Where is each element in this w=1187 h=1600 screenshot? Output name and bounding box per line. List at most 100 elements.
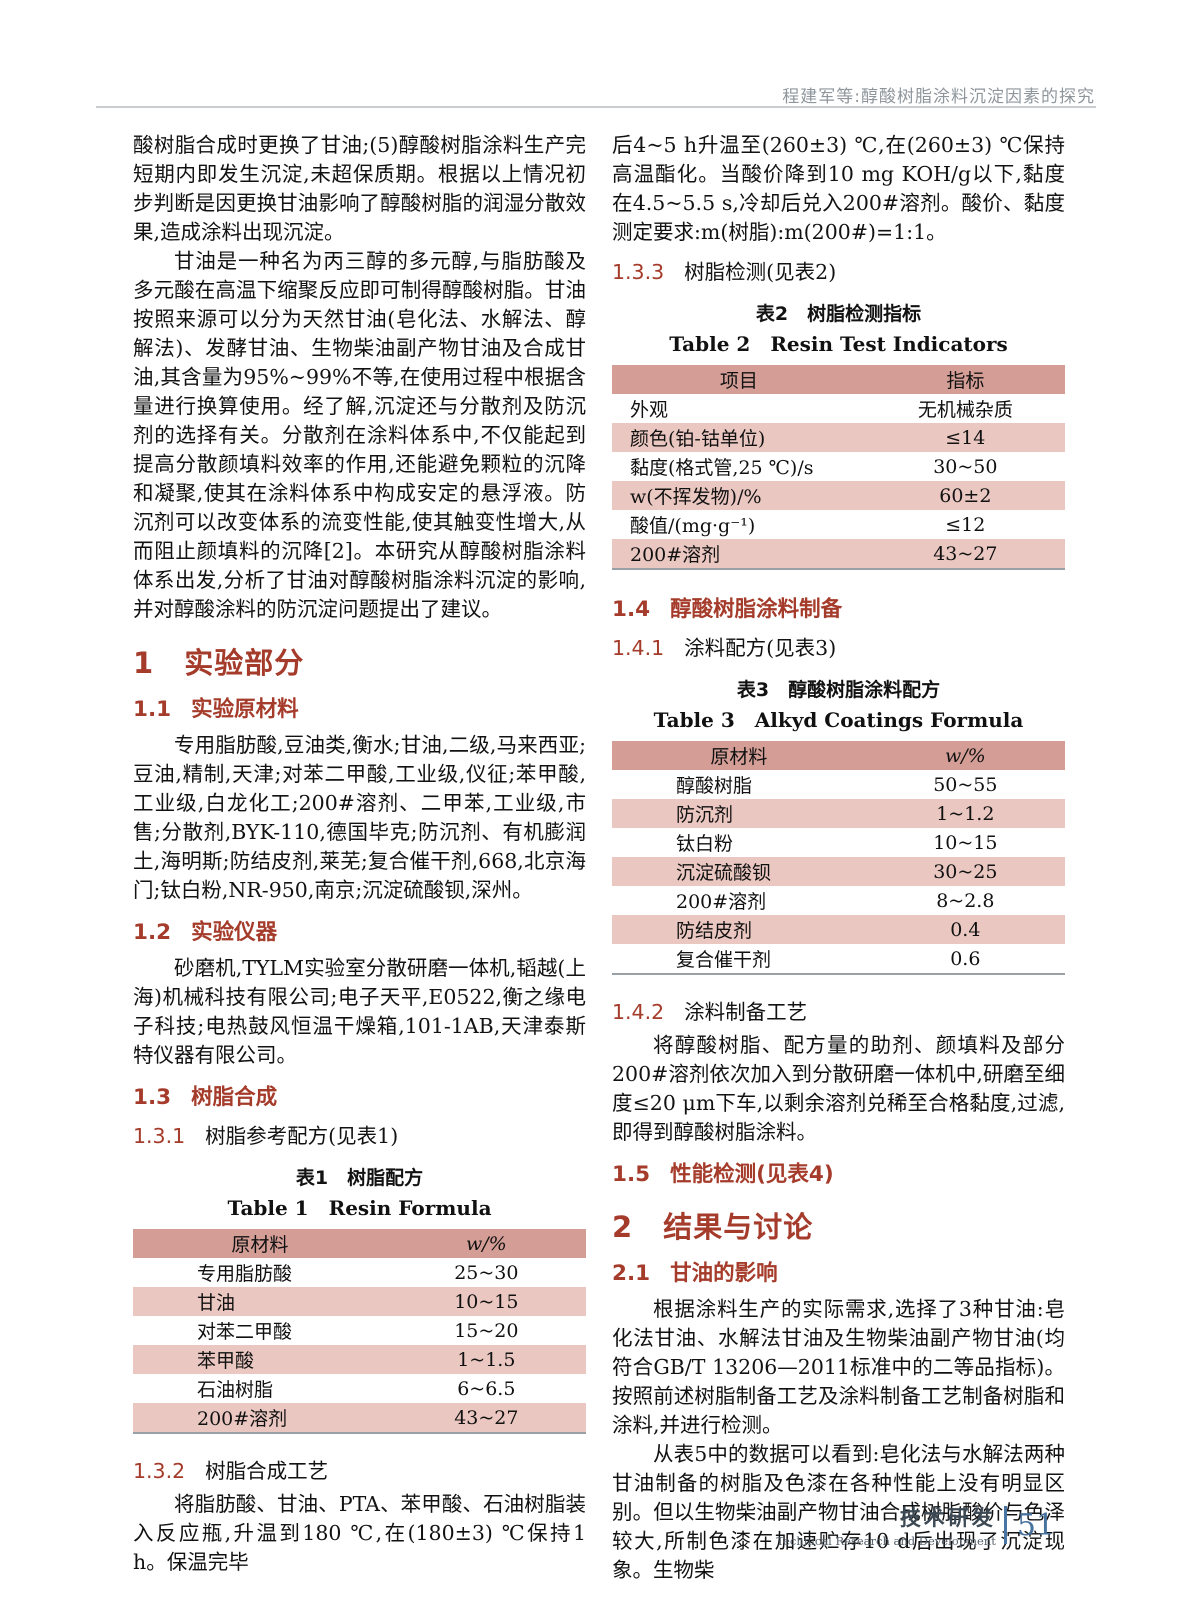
table-row: 专用脂肪酸 25~30 <box>133 1258 586 1287</box>
section-number: 1.3.2 <box>133 1459 186 1483</box>
table-cell: 8~2.8 <box>936 889 995 912</box>
footer-section-en: Technical Research and Development <box>776 1534 996 1548</box>
table-row: 对苯二甲酸 15~20 <box>133 1316 586 1345</box>
section-heading-1: 1 实验部分 <box>133 640 586 682</box>
table-row: 防结皮剂 0.4 <box>612 915 1065 944</box>
table-cell: 醇酸树脂 <box>676 775 753 797</box>
table2-caption-zh: 表2 树脂检测指标 <box>755 303 922 325</box>
section-number: 1 <box>133 646 155 680</box>
section-number: 1.5 <box>612 1162 651 1187</box>
table-header-cell: w/% <box>944 744 986 767</box>
section-number: 1.4.1 <box>612 636 665 660</box>
subsection-heading-1-2: 1.2 实验仪器 <box>133 915 586 946</box>
table-row: 石油树脂 6~6.5 <box>133 1374 586 1403</box>
table-cell: 防沉剂 <box>676 804 734 826</box>
right-column: 后4~5 h升温至(260±3) ℃,在(260±3) ℃保持高温酯化。当酸价降… <box>612 131 1065 1585</box>
paragraph: 根据涂料生产的实际需求,选择了3种甘油:皂化法甘油、水解法甘油及生物柴油副产物甘… <box>612 1297 1065 1437</box>
table3: 原材料 w/% 醇酸树脂 50~55 防沉剂 1~1.2 钛白粉 10~15 沉… <box>612 741 1065 975</box>
subsection-heading-1-1: 1.1 实验原材料 <box>133 692 586 723</box>
table-cell: 200#溶剂 <box>197 1408 288 1430</box>
table-cell: 石油树脂 <box>197 1379 274 1401</box>
table-cell: 200#溶剂 <box>630 544 721 566</box>
paragraph: 砂磨机,TYLM实验室分散研磨一体机,韬越(上海)机械科技有限公司;电子天平,E… <box>133 956 586 1067</box>
table-cell: 6~6.5 <box>457 1377 516 1400</box>
table-row: 醇酸树脂 50~55 <box>612 770 1065 799</box>
table-cell: 苯甲酸 <box>197 1350 255 1372</box>
section-number: 1.2 <box>133 920 172 945</box>
table-cell: 防结皮剂 <box>676 920 753 942</box>
table-row: 苯甲酸 1~1.5 <box>133 1345 586 1374</box>
table-cell: 甘油 <box>197 1292 236 1314</box>
section-title: 实验部分 <box>184 646 305 680</box>
section-title: 甘油的影响 <box>670 1261 778 1286</box>
running-head: 程建军等:醇酸树脂涂料沉淀因素的探究 <box>782 87 1095 107</box>
table1: 原材料 w/% 专用脂肪酸 25~30 甘油 10~15 对苯二甲酸 15~20… <box>133 1229 586 1434</box>
table-header-cell: 原材料 <box>710 746 768 768</box>
table-cell: 10~15 <box>933 831 998 854</box>
section-title: 实验原材料 <box>191 697 299 722</box>
page-footer: 技术研发 Technical Research and Development … <box>776 1502 1055 1548</box>
section-number: 1.1 <box>133 697 172 722</box>
table-header-cell: 原材料 <box>231 1234 289 1256</box>
footer-section-labels: 技术研发 Technical Research and Development <box>776 1502 995 1548</box>
section-title: 树脂参考配方(见表1) <box>205 1124 399 1148</box>
table-cell: ≤12 <box>945 513 986 536</box>
table-cell: 专用脂肪酸 <box>197 1263 293 1285</box>
paragraph: 后4~5 h升温至(260±3) ℃,在(260±3) ℃保持高温酯化。当酸价降… <box>612 133 1065 244</box>
section-number: 1.4.2 <box>612 1000 665 1024</box>
table-cell: 颜色(铂-钴单位) <box>630 428 766 450</box>
section-title: 性能检测(见表4) <box>670 1162 834 1187</box>
section-number: 1.3.1 <box>133 1124 186 1148</box>
section-title: 树脂合成工艺 <box>205 1459 329 1483</box>
footer-section-zh: 技术研发 <box>899 1506 996 1530</box>
section-title: 树脂合成 <box>191 1085 278 1110</box>
table-cell: 25~30 <box>454 1261 519 1284</box>
table-cell: ≤14 <box>945 426 986 449</box>
section-number: 1.3.3 <box>612 260 665 284</box>
subsection-heading-1-3-3: 1.3.3 树脂检测(见表2) <box>612 255 1065 285</box>
table1-caption-zh: 表1 树脂配方 <box>295 1167 424 1189</box>
table-row: 防沉剂 1~1.2 <box>612 799 1065 828</box>
table-cell: 1~1.5 <box>457 1348 516 1371</box>
table-row: 外观 无机械杂质 <box>612 394 1065 423</box>
table-cell: 黏度(格式管,25 ℃)/s <box>630 457 814 479</box>
table-cell: 1~1.2 <box>936 802 995 825</box>
table-cell: 外观 <box>630 399 669 421</box>
table3-caption-zh: 表3 醇酸树脂涂料配方 <box>736 679 941 701</box>
section-title: 涂料配方(见表3) <box>684 636 837 660</box>
table-header-row: 原材料 w/% <box>133 1229 586 1258</box>
table-header-cell: 项目 <box>719 370 758 392</box>
table-cell: 200#溶剂 <box>676 891 767 913</box>
table2-caption-en: Table 2 Resin Test Indicators <box>669 332 1008 356</box>
subsection-heading-1-3: 1.3 树脂合成 <box>133 1080 586 1111</box>
table-header-cell: 指标 <box>946 370 985 392</box>
section-title: 醇酸树脂涂料制备 <box>670 597 843 622</box>
table-row: 酸值/(mg·g⁻¹) ≤12 <box>612 510 1065 539</box>
table-cell: 0.6 <box>950 947 981 970</box>
subsection-heading-1-5: 1.5 性能检测(见表4) <box>612 1157 1065 1188</box>
section-number: 1.4 <box>612 597 651 622</box>
header-rule <box>96 106 1096 108</box>
paragraph: 将脂肪酸、甘油、PTA、苯甲酸、石油树脂装入反应瓶,升温到180 ℃,在(180… <box>133 1492 586 1574</box>
section-title: 树脂检测(见表2) <box>684 260 837 284</box>
table-row: 200#溶剂 43~27 <box>612 539 1065 568</box>
table-cell: 43~27 <box>454 1406 519 1429</box>
paragraph: 专用脂肪酸,豆油类,衡水;甘油,二级,马来西亚;豆油,精制,天津;对苯二甲酸,工… <box>133 733 586 902</box>
section-number: 1.3 <box>133 1085 172 1110</box>
section-title: 实验仪器 <box>191 920 278 945</box>
table1-caption-en: Table 1 Resin Formula <box>227 1196 492 1220</box>
table-cell: 无机械杂质 <box>917 399 1013 421</box>
subsection-heading-1-4-2: 1.4.2 涂料制备工艺 <box>612 995 1065 1025</box>
table-row: 200#溶剂 8~2.8 <box>612 886 1065 915</box>
table-cell: 酸值/(mg·g⁻¹) <box>630 515 756 537</box>
paragraph: 将醇酸树脂、配方量的助剂、颜填料及部分200#溶剂依次加入到分散研磨一体机中,研… <box>612 1033 1065 1144</box>
table-cell: 0.4 <box>950 918 981 941</box>
subsection-heading-1-4: 1.4 醇酸树脂涂料制备 <box>612 592 1065 623</box>
subsection-heading-2-1: 2.1 甘油的影响 <box>612 1256 1065 1287</box>
paragraph: 从表5中的数据可以看到:皂化法与水解法两种甘油制备的树脂及色漆在各种性能上没有明… <box>612 1442 1065 1582</box>
table-row: 复合催干剂 0.6 <box>612 944 1065 973</box>
left-column: 酸树脂合成时更换了甘油;(5)醇酸树脂涂料生产完短期内即发生沉淀,未超保质期。根… <box>133 131 586 1585</box>
table-cell: 30~50 <box>933 455 998 478</box>
section-number: 2.1 <box>612 1261 651 1286</box>
